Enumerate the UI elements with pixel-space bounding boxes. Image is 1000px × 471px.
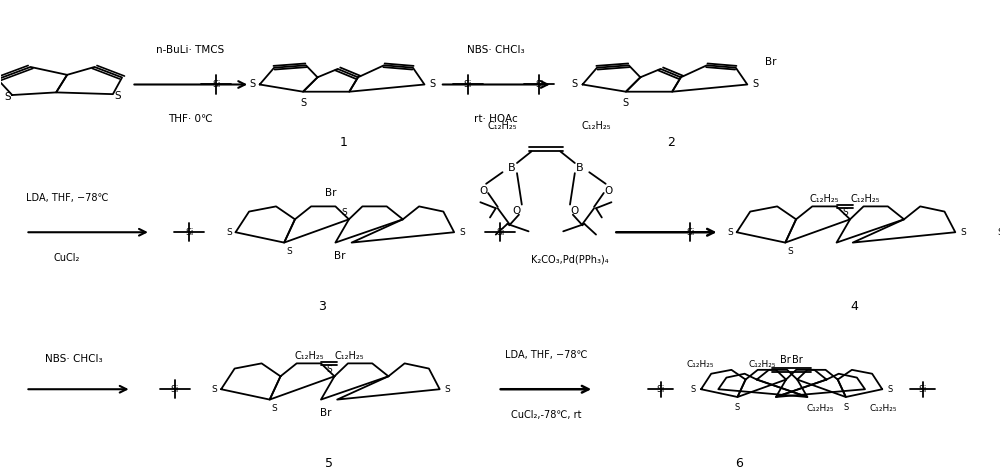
Text: C₁₂H₂₅: C₁₂H₂₅: [869, 404, 897, 413]
Text: NBS· CHCl₃: NBS· CHCl₃: [467, 45, 525, 55]
Text: 5: 5: [325, 456, 333, 470]
Text: 3: 3: [318, 300, 326, 313]
Text: n-BuLi· TMCS: n-BuLi· TMCS: [156, 45, 224, 55]
Text: S: S: [459, 228, 465, 237]
Text: THF· 0℃: THF· 0℃: [168, 114, 213, 124]
Text: S: S: [286, 247, 292, 256]
Text: Br: Br: [765, 57, 776, 67]
Text: S: S: [429, 80, 435, 89]
Text: Si: Si: [656, 385, 665, 394]
Text: S: S: [843, 403, 848, 412]
Text: S: S: [787, 247, 793, 256]
Text: Si: Si: [496, 228, 505, 237]
Text: K₂CO₃,Pd(PPh₃)₄: K₂CO₃,Pd(PPh₃)₄: [531, 255, 609, 265]
Text: 1: 1: [340, 136, 347, 149]
Text: Si: Si: [997, 228, 1000, 237]
Text: S: S: [226, 228, 232, 237]
Text: LDA, THF, −78℃: LDA, THF, −78℃: [505, 349, 587, 359]
Text: rt· HOAc: rt· HOAc: [474, 114, 518, 124]
Text: 4: 4: [850, 300, 858, 313]
Text: Si: Si: [171, 385, 179, 394]
Text: Si: Si: [535, 80, 543, 89]
Text: S: S: [960, 228, 966, 237]
Text: S: S: [752, 80, 758, 89]
Text: C₁₂H₂₅: C₁₂H₂₅: [335, 350, 364, 361]
Text: C₁₂H₂₅: C₁₂H₂₅: [488, 121, 517, 131]
Text: S: S: [727, 228, 733, 237]
Text: B: B: [508, 162, 516, 172]
Text: S: S: [445, 385, 450, 394]
Text: C₁₂H₂₅: C₁₂H₂₅: [581, 121, 611, 131]
Text: S: S: [341, 208, 347, 217]
Text: C₁₂H₂₅: C₁₂H₂₅: [850, 194, 880, 203]
Text: C₁₂H₂₅: C₁₂H₂₅: [294, 350, 324, 361]
Text: Br: Br: [792, 355, 803, 365]
Text: 2: 2: [667, 136, 675, 149]
Text: Si: Si: [464, 80, 472, 89]
Text: C₁₂H₂₅: C₁₂H₂₅: [686, 359, 714, 368]
Text: B: B: [576, 162, 583, 172]
Text: S: S: [735, 403, 740, 412]
Text: S: S: [300, 98, 306, 108]
Text: O: O: [513, 206, 521, 217]
Text: Br: Br: [325, 188, 336, 198]
Text: S: S: [272, 404, 277, 414]
Text: S: S: [212, 385, 217, 394]
Text: CuCl₂: CuCl₂: [54, 252, 80, 263]
Text: O: O: [479, 186, 487, 195]
Text: Si: Si: [686, 228, 695, 237]
Text: Br: Br: [334, 251, 346, 260]
Text: Br: Br: [320, 407, 332, 417]
Text: 6: 6: [735, 456, 743, 470]
Text: Si: Si: [212, 80, 220, 89]
Text: C₁₂H₂₅: C₁₂H₂₅: [807, 404, 834, 413]
Text: S: S: [327, 365, 333, 374]
Text: LDA, THF, −78℃: LDA, THF, −78℃: [26, 193, 108, 203]
Text: C₁₂H₂₅: C₁₂H₂₅: [810, 194, 839, 203]
Text: CuCl₂,-78℃, rt: CuCl₂,-78℃, rt: [511, 410, 581, 420]
Text: S: S: [887, 385, 893, 394]
Text: S: S: [623, 98, 629, 108]
Text: Si: Si: [919, 385, 927, 394]
Text: S: S: [572, 80, 578, 89]
Text: NBS· CHCl₃: NBS· CHCl₃: [45, 354, 102, 364]
Text: S: S: [249, 80, 255, 89]
Text: O: O: [604, 186, 613, 195]
Text: Br: Br: [780, 355, 791, 365]
Text: S: S: [691, 385, 696, 394]
Text: Si: Si: [185, 228, 194, 237]
Text: C₁₂H₂₅: C₁₂H₂₅: [749, 359, 776, 368]
Text: S: S: [842, 208, 848, 217]
Text: S: S: [114, 91, 121, 101]
Text: S: S: [4, 92, 11, 102]
Text: O: O: [571, 206, 579, 217]
